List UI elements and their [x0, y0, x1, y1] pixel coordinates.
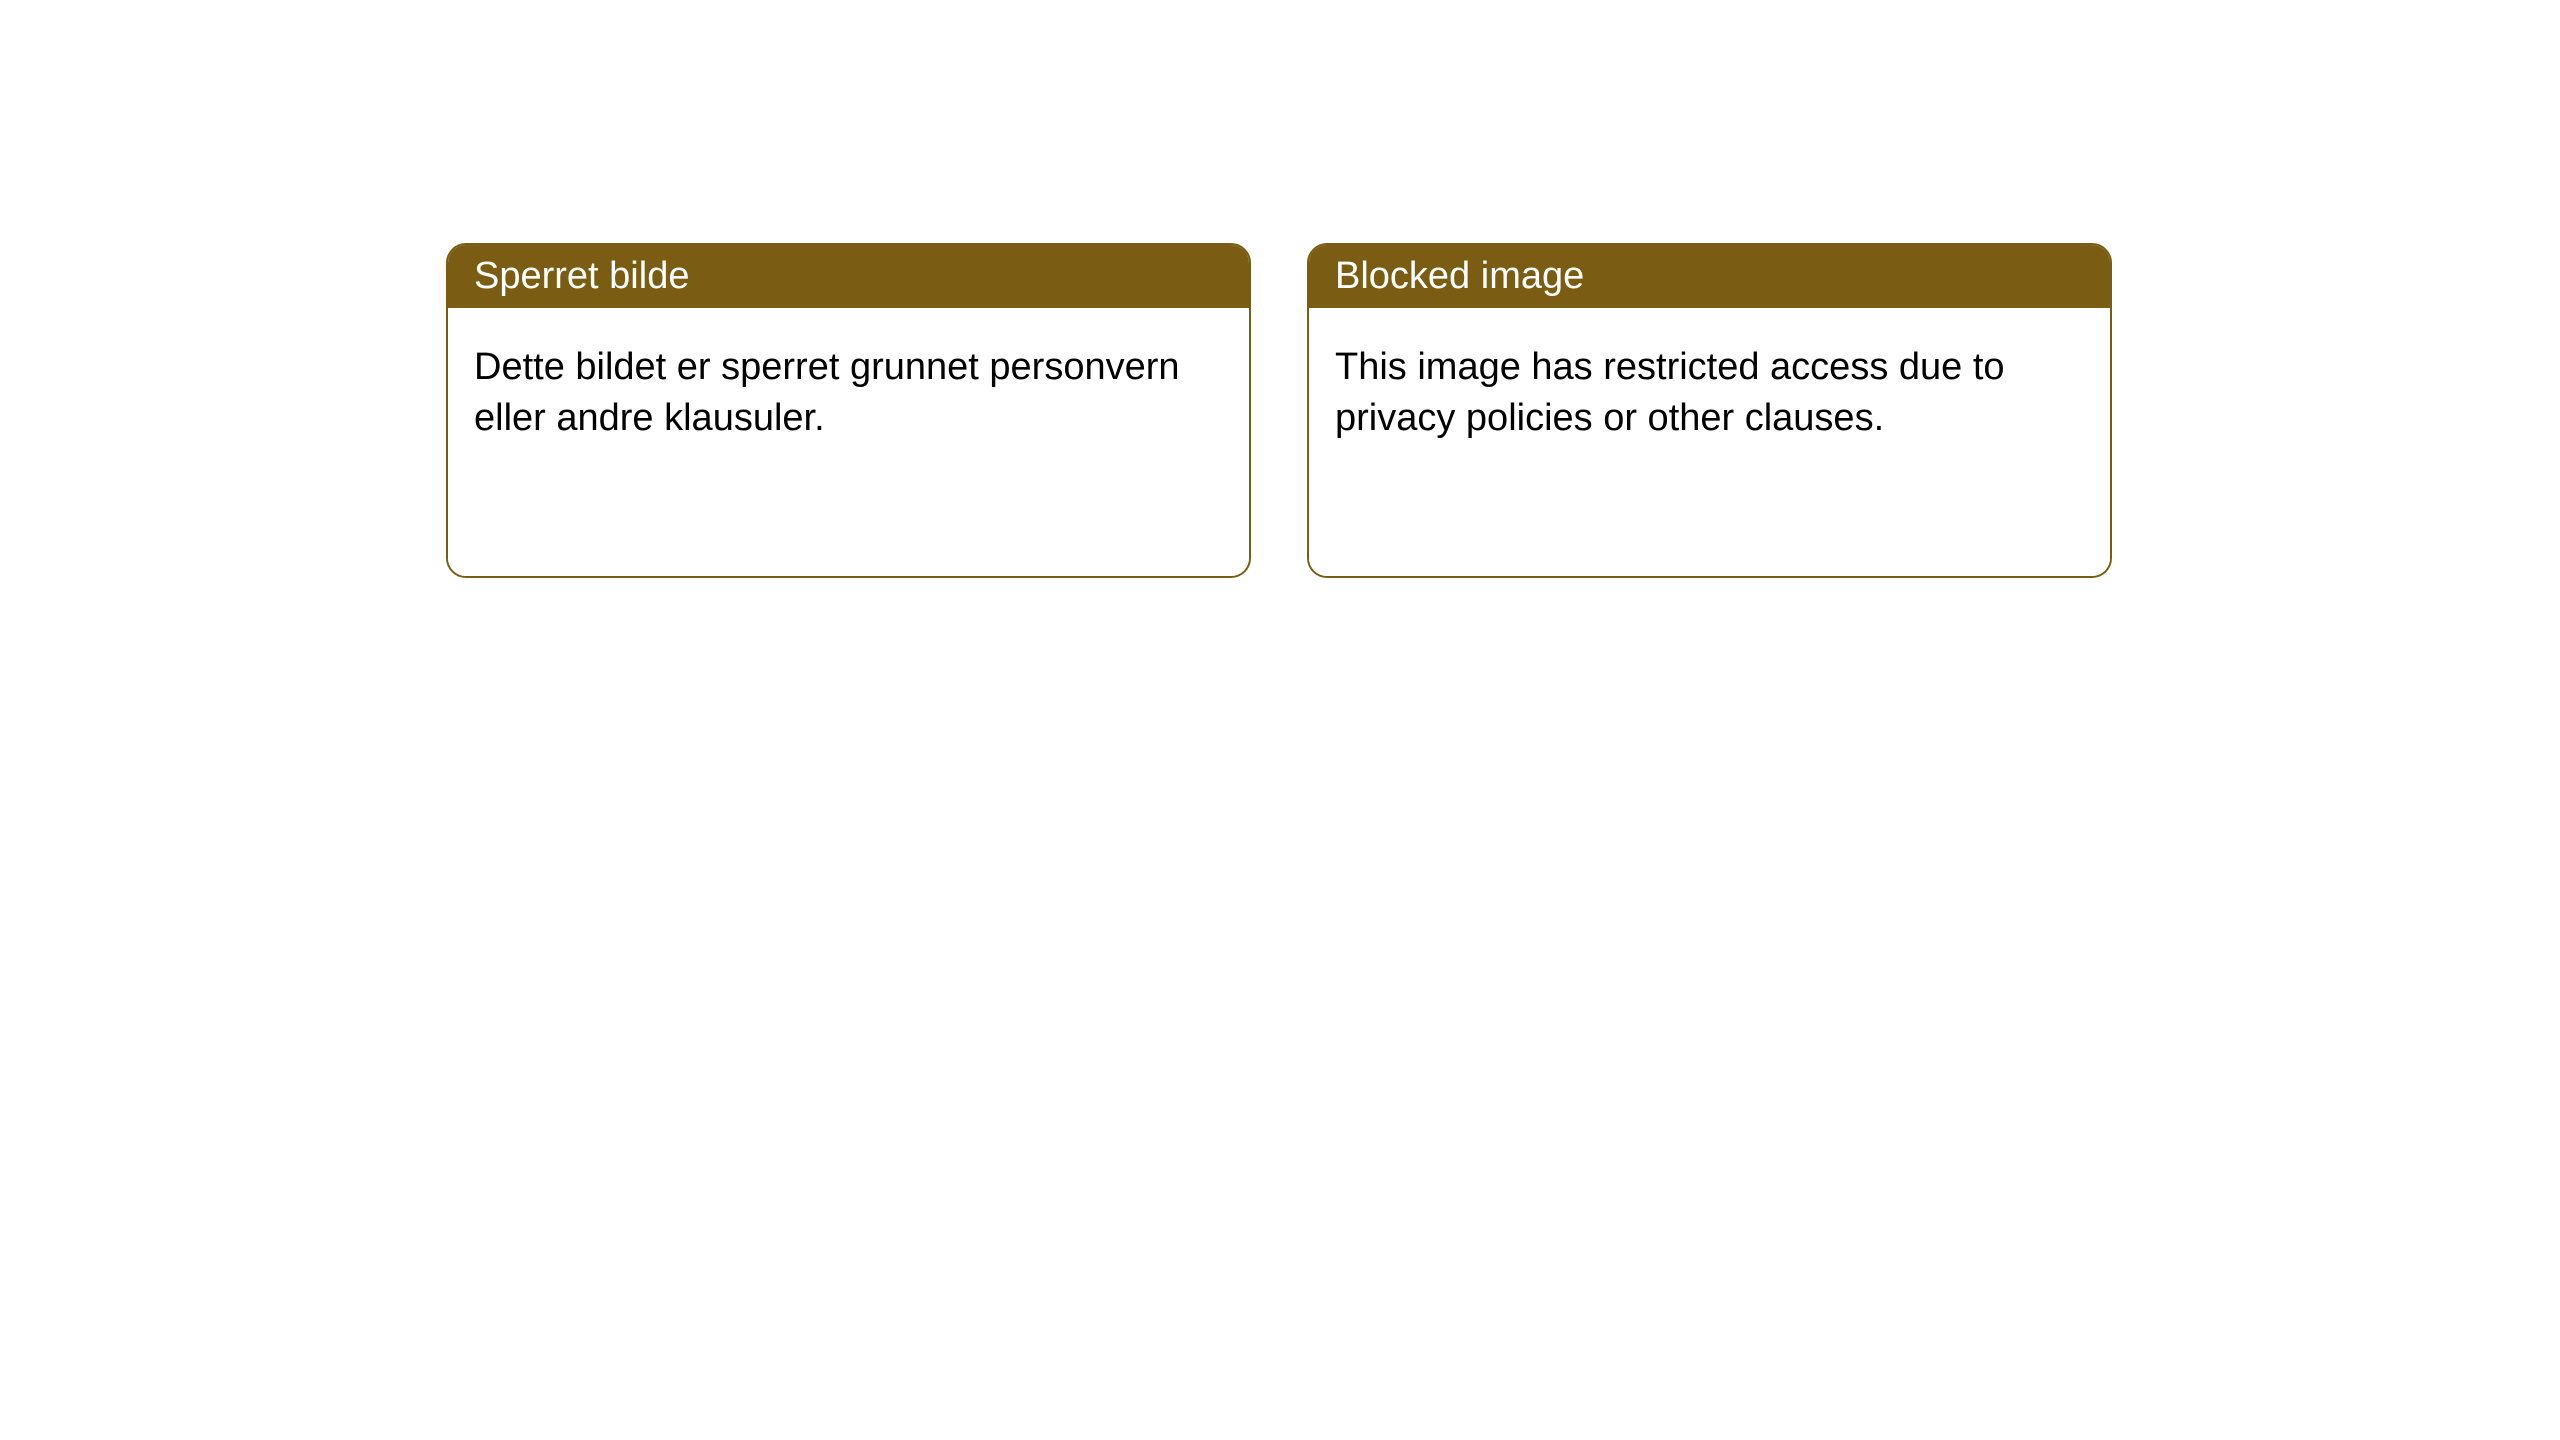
notice-title: Sperret bilde — [474, 255, 689, 297]
notice-box-english: Blocked image This image has restricted … — [1307, 243, 2112, 578]
notice-header: Blocked image — [1309, 245, 2110, 308]
notice-box-norwegian: Sperret bilde Dette bildet er sperret gr… — [446, 243, 1251, 578]
notice-body: This image has restricted access due to … — [1309, 308, 2110, 576]
notice-body: Dette bildet er sperret grunnet personve… — [448, 308, 1249, 576]
notice-title: Blocked image — [1335, 255, 1584, 297]
notice-message: Dette bildet er sperret grunnet personve… — [474, 346, 1180, 439]
notice-container: Sperret bilde Dette bildet er sperret gr… — [0, 0, 2560, 578]
notice-message: This image has restricted access due to … — [1335, 346, 2005, 439]
notice-header: Sperret bilde — [448, 245, 1249, 308]
